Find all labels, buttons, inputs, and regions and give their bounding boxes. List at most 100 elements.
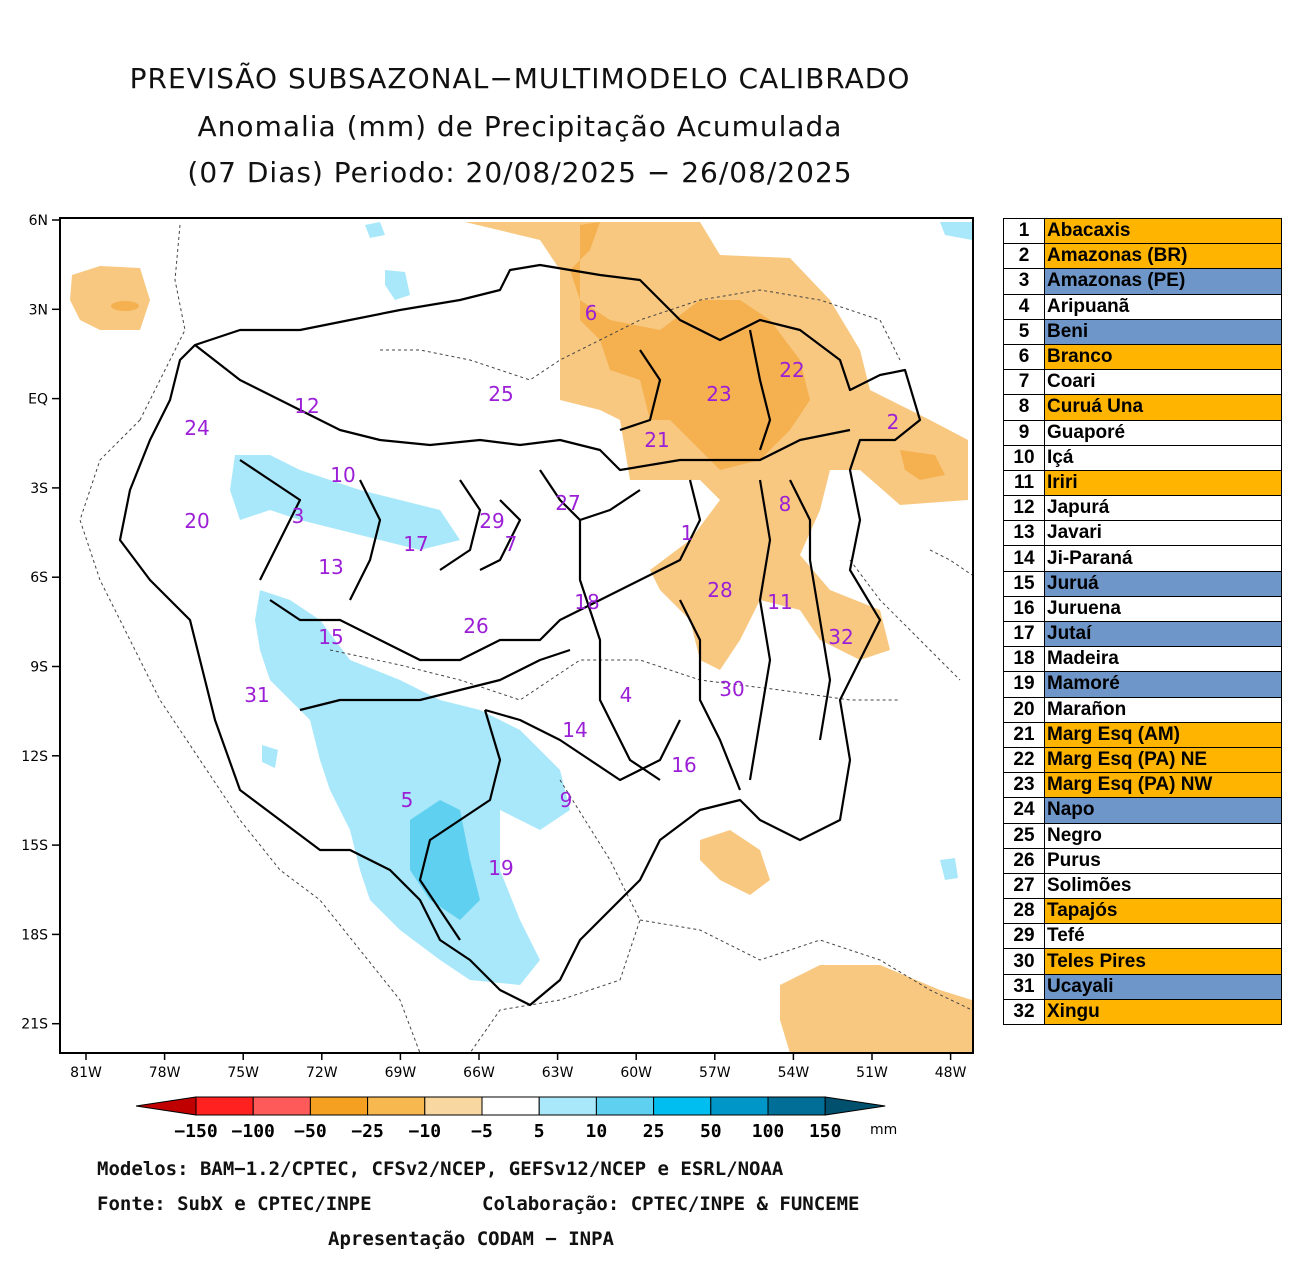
colorbar-swatch xyxy=(538,1096,597,1116)
basin-legend-number: 2 xyxy=(1003,243,1045,270)
basin-legend-number: 24 xyxy=(1003,797,1045,824)
basin-legend-name: Beni xyxy=(1044,318,1282,345)
latitude-axis: 6N 3N EQ 3S 6S 9S 12S 15S 18S 21S xyxy=(21,213,60,1033)
basin-legend-row: 23 Marg Esq (PA) NW xyxy=(1003,772,1282,799)
basin-divide xyxy=(439,479,482,571)
lon-tick-label: 51W xyxy=(856,1065,888,1081)
basin-legend: 1 Abacaxis 2 Amazonas (BR) 3 Amazonas (PE) 4 Ar… xyxy=(1003,217,1282,1026)
basin-legend-number: 29 xyxy=(1003,923,1045,950)
basin-legend-number: 10 xyxy=(1003,444,1045,471)
title-line-3: (07 Dias) Periodo: 20/08/2025 − 26/08/20… xyxy=(187,156,853,189)
basin-legend-number: 23 xyxy=(1003,772,1045,799)
basin-legend-name: Amazonas (BR) xyxy=(1044,243,1282,270)
basin-legend-name: Teles Pires xyxy=(1044,948,1282,975)
basin-outlines xyxy=(118,263,922,1007)
dry-anomaly-south xyxy=(780,965,972,1053)
basin-legend-name: Negro xyxy=(1044,822,1282,849)
basin-legend-row: 7 Coari xyxy=(1003,369,1282,396)
colorbar-label: 100 xyxy=(752,1121,785,1142)
basin-label-13: 13 xyxy=(318,555,343,579)
colorbar-label: −25 xyxy=(351,1121,384,1142)
lat-tick-label: 15S xyxy=(21,838,48,854)
basin-legend-number: 28 xyxy=(1003,898,1045,925)
basin-label-23: 23 xyxy=(706,382,731,406)
basin-label-27: 27 xyxy=(555,491,580,515)
colorbar-label: −50 xyxy=(294,1121,327,1142)
basin-legend-name: Tefé xyxy=(1044,923,1282,950)
basin-legend-row: 31 Ucayali xyxy=(1003,973,1282,1000)
basin-legend-name: Purus xyxy=(1044,847,1282,874)
lon-tick-label: 81W xyxy=(70,1065,102,1081)
basin-divide xyxy=(269,479,702,662)
basin-legend-row: 21 Marg Esq (AM) xyxy=(1003,721,1282,748)
basin-legend-row: 5 Beni xyxy=(1003,318,1282,345)
precipitation-map: 6N 3N EQ 3S 6S 9S 12S 15S 18S 21S 81W 78W 75W 72W 69W… xyxy=(21,213,974,1081)
basin-label-25: 25 xyxy=(488,382,513,406)
basin-label-2: 2 xyxy=(887,410,900,434)
colorbar-label: 50 xyxy=(700,1121,722,1142)
basin-legend-number: 17 xyxy=(1003,620,1045,648)
basin-label-19: 19 xyxy=(488,856,513,880)
basin-label-12: 12 xyxy=(294,394,319,418)
basin-label-14: 14 xyxy=(562,718,587,742)
basin-legend-row: 25 Negro xyxy=(1003,822,1282,849)
basin-legend-name: Amazonas (PE) xyxy=(1044,268,1282,295)
wet-anomaly-small-4 xyxy=(940,222,972,240)
basin-legend-number: 12 xyxy=(1003,495,1045,522)
basin-label-10: 10 xyxy=(330,463,355,487)
colorbar-swatch xyxy=(424,1096,483,1116)
footer-collab: Colaboração: CPTEC/INPE & FUNCEME xyxy=(482,1193,860,1215)
basin-divide xyxy=(239,459,302,581)
colorbar-label: 5 xyxy=(534,1121,545,1142)
basin-legend-number: 30 xyxy=(1003,948,1045,975)
basin-legend-name: Marg Esq (AM) xyxy=(1044,721,1282,748)
dry-anomaly-core xyxy=(570,222,810,470)
basin-legend-number: 1 xyxy=(1003,217,1045,245)
border-line xyxy=(929,549,973,576)
basin-divide xyxy=(619,349,662,432)
basin-legend-number: 5 xyxy=(1003,318,1045,345)
basin-legend-row: 26 Purus xyxy=(1003,847,1282,874)
lon-tick-label: 75W xyxy=(227,1065,259,1081)
basin-legend-row: 1 Abacaxis xyxy=(1003,217,1282,245)
basin-legend-number: 18 xyxy=(1003,646,1045,673)
colorbar-swatch xyxy=(367,1096,426,1116)
basin-label-28: 28 xyxy=(707,578,732,602)
basin-legend-row: 6 Branco xyxy=(1003,343,1282,371)
border-line xyxy=(469,779,641,1053)
basin-legend-name: Branco xyxy=(1044,343,1282,371)
basin-legend-row: 8 Curuá Una xyxy=(1003,394,1282,421)
colorbar-swatch xyxy=(195,1096,254,1116)
basin-label-6: 6 xyxy=(585,301,598,325)
lon-tick-label: 78W xyxy=(149,1065,181,1081)
basin-legend-number: 9 xyxy=(1003,419,1045,446)
basin-legend-row: 11 Iriri xyxy=(1003,469,1282,497)
basin-divide xyxy=(299,648,571,712)
basin-label-21: 21 xyxy=(644,428,669,452)
basin-label-8: 8 xyxy=(779,492,792,516)
basin-legend-number: 21 xyxy=(1003,721,1045,748)
basin-legend-name: Solimões xyxy=(1044,872,1282,900)
basin-divide xyxy=(539,469,641,522)
lat-tick-label: 21S xyxy=(21,1017,48,1033)
lon-tick-label: 57W xyxy=(699,1065,731,1081)
basin-label-16: 16 xyxy=(671,753,696,777)
basin-legend-row: 28 Tapajós xyxy=(1003,898,1282,925)
basin-label-1: 1 xyxy=(681,521,694,545)
colorbar-swatch xyxy=(767,1096,826,1116)
basin-legend-number: 15 xyxy=(1003,570,1045,597)
basin-legend-name: Javari xyxy=(1044,520,1282,547)
colorbar-label: −100 xyxy=(232,1121,275,1142)
basin-legend-number: 14 xyxy=(1003,545,1045,572)
wet-anomaly-small-1 xyxy=(385,270,410,300)
basin-legend-name: Iriri xyxy=(1044,469,1282,497)
basin-label-15: 15 xyxy=(318,625,343,649)
basin-legend-number: 6 xyxy=(1003,343,1045,371)
wet-anomaly-small-3 xyxy=(940,858,958,880)
basin-legend-name: Ucayali xyxy=(1044,973,1282,1000)
basin-legend-name: Napo xyxy=(1044,797,1282,824)
border-line xyxy=(329,649,900,701)
basin-legend-name: Japurá xyxy=(1044,495,1282,522)
basin-label-32: 32 xyxy=(828,625,853,649)
lat-tick-label: 9S xyxy=(30,660,48,676)
